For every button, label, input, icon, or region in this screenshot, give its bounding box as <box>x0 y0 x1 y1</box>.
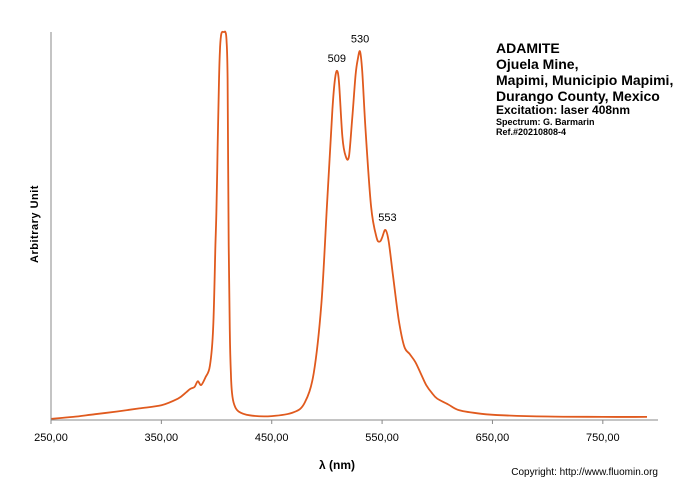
x-tick-label: 550,00 <box>365 432 399 444</box>
sample-info: ADAMITE Ojuela Mine, Mapimi, Municipio M… <box>496 40 673 137</box>
peak-label: 553 <box>378 212 396 224</box>
x-axis-label: λ (nm) <box>319 458 355 472</box>
title-line-4: Durango County, Mexico <box>496 88 660 104</box>
excitation-text: Excitation: laser 408nm <box>496 103 631 117</box>
title-line-2: Ojuela Mine, <box>496 56 579 72</box>
x-tick-label: 250,00 <box>34 432 68 444</box>
y-axis-label: Arbitrary Unit <box>29 185 41 263</box>
peak-label: 509 <box>328 53 346 65</box>
x-tick-label: 650,00 <box>476 432 510 444</box>
peak-label: 530 <box>351 33 369 45</box>
title-line-1: ADAMITE <box>496 40 560 56</box>
x-tick-label: 350,00 <box>145 432 179 444</box>
title-line-3: Mapimi, Municipio Mapimi, <box>496 72 674 88</box>
copyright-text: Copyright: http://www.fluomin.org <box>511 467 658 478</box>
reference-id: Ref.#20210808-4 <box>496 127 567 137</box>
spectrum-credit: Spectrum: G. Barmarin <box>496 117 595 127</box>
x-tick-label: 750,00 <box>586 432 620 444</box>
x-tick-label: 450,00 <box>255 432 289 444</box>
spectrum-series-line <box>50 30 648 420</box>
